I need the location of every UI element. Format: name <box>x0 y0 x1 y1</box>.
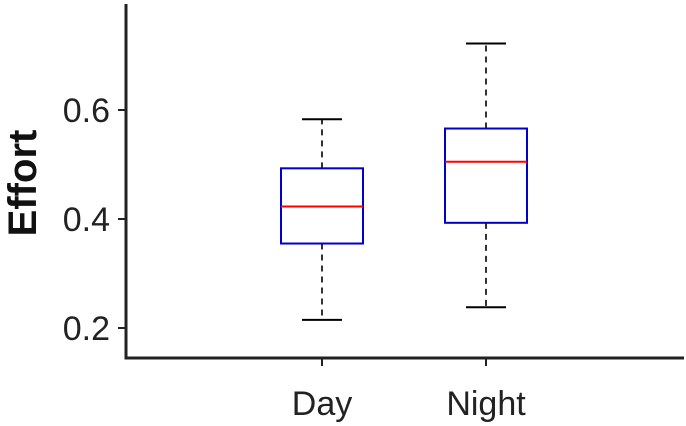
y-tick-label: 0.2 <box>63 310 110 348</box>
iqr-box <box>444 127 528 224</box>
box-night <box>444 42 528 309</box>
y-tick-label: 0.4 <box>63 201 110 239</box>
plot-area <box>280 42 528 321</box>
x-tick-label: Night <box>446 385 526 423</box>
axis-labels: 0.2 0.4 0.6 Day Night <box>63 92 527 423</box>
box-day <box>280 118 364 321</box>
y-tick-label: 0.6 <box>63 92 110 130</box>
x-tick-label: Day <box>292 385 352 423</box>
y-axis-title: Effort <box>1 130 45 237</box>
axes <box>118 4 684 366</box>
